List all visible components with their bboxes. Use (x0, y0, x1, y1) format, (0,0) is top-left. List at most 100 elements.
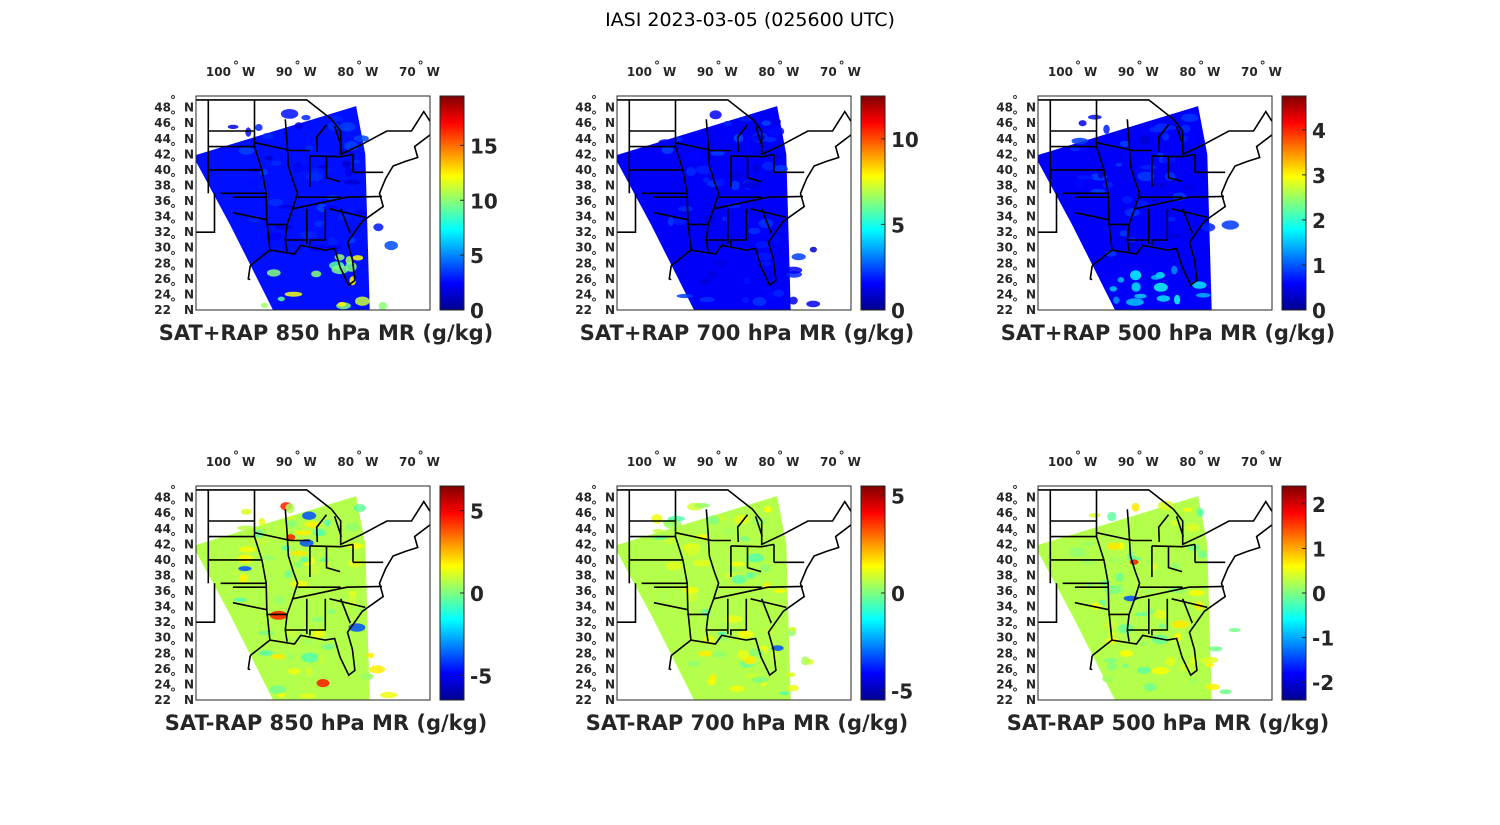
lat-tick-value: 34 (575, 600, 592, 614)
border-line (292, 585, 383, 600)
lon-tick-label: 80 ° W (1179, 449, 1220, 469)
data-point (300, 556, 310, 563)
degree-symbol: ° (591, 655, 597, 669)
data-point (353, 504, 366, 512)
degree-symbol: ° (1012, 624, 1018, 638)
lat-hemisphere: N (184, 116, 194, 130)
data-point (789, 296, 798, 305)
lon-hemisphere: W (1146, 455, 1159, 469)
data-point (1122, 663, 1129, 668)
border-line (668, 265, 672, 281)
data-point (1221, 220, 1240, 230)
lat-hemisphere: N (184, 241, 194, 255)
lat-tick-value: 32 (575, 225, 592, 239)
lat-tick-value: 30 (996, 241, 1013, 255)
lat-tick-value: 42 (996, 537, 1013, 551)
lat-tick-value: 26 (154, 272, 171, 286)
border-line (254, 531, 310, 542)
lon-hemisphere: W (663, 455, 676, 469)
lat-tick-value: 34 (154, 210, 171, 224)
lon-tick-label: 70 ° W (1241, 59, 1282, 79)
map-panel-4: 100 ° W 90 ° W 80 ° W 70 ° W48 ° N46°N44 ° N42 ° N40 ° N38 °… (154, 449, 492, 735)
data-point (258, 630, 274, 636)
degree-symbol: ° (1012, 593, 1018, 607)
data-point (1121, 196, 1133, 204)
data-point (761, 286, 773, 291)
data-point (1200, 657, 1219, 664)
lat-tick-value: 28 (996, 256, 1013, 270)
border-line (1171, 208, 1208, 219)
data-point (1088, 114, 1102, 120)
border-line (617, 489, 851, 546)
data-point (1156, 295, 1171, 302)
lat-tick-label: 40 ° N (996, 156, 1036, 177)
border-line (1134, 195, 1225, 210)
data-point (785, 672, 796, 678)
lat-tick-value: 38 (154, 568, 171, 582)
lat-tick-label: 48 ° N (996, 94, 1036, 115)
lat-tick-value: 28 (996, 646, 1013, 660)
lat-hemisphere: N (184, 631, 194, 645)
data-point (1188, 589, 1205, 597)
data-point (806, 300, 821, 308)
data-point (360, 672, 374, 681)
border-line (1167, 546, 1183, 573)
degree-symbol: ° (1198, 449, 1204, 463)
data-point (809, 246, 818, 253)
data-point (348, 594, 357, 605)
colorbar (860, 95, 886, 311)
lat-tick-value: 48 (996, 101, 1013, 115)
lon-tick-label: 80 ° W (758, 449, 799, 469)
lat-hemisphere: N (184, 600, 194, 614)
degree-symbol: ° (1137, 449, 1143, 463)
data-point (281, 545, 291, 551)
lon-tick-label: 100 ° W (627, 59, 676, 79)
lat-tick-label: 24 ° N (996, 280, 1036, 301)
data-point (337, 301, 347, 307)
degree-symbol: ° (1012, 670, 1018, 684)
degree-symbol: ° (170, 639, 176, 653)
border-line (309, 153, 354, 158)
border-line (249, 523, 430, 677)
degree-symbol: ° (1012, 655, 1018, 669)
colorbar-tick-label: 5 (470, 244, 484, 268)
colorbar (1281, 95, 1307, 311)
data-point (1118, 623, 1134, 634)
data-point (1149, 195, 1161, 202)
data-point (1134, 200, 1149, 208)
border-line (247, 655, 251, 671)
data-point (343, 179, 361, 185)
colorbar-tick-label: -5 (470, 664, 492, 688)
lon-hemisphere: W (242, 65, 255, 79)
colorbar-tick-label: 1 (1312, 537, 1326, 561)
degree-symbol: ° (1012, 561, 1018, 575)
lat-hemisphere: N (184, 553, 194, 567)
colorbar-tick-label: 5 (891, 213, 905, 237)
lat-tick-label: 40 ° N (154, 546, 194, 567)
degree-symbol: ° (170, 624, 176, 638)
data-point (265, 232, 283, 241)
lat-hemisphere: N (184, 506, 194, 520)
lon-tick-value: 90 (697, 65, 714, 79)
degree-symbol: ° (1012, 686, 1018, 700)
panel-title: SAT-RAP 850 hPa MR (g/kg) (165, 711, 488, 735)
lat-hemisphere: N (605, 241, 615, 255)
data-point (1078, 120, 1087, 127)
lat-tick-value: 24 (575, 287, 592, 301)
degree-symbol: ° (1260, 59, 1266, 73)
data-point (1101, 226, 1113, 235)
data-point (658, 139, 672, 146)
lon-hemisphere: W (1146, 65, 1159, 79)
data-point (751, 676, 769, 684)
border-line (249, 133, 430, 287)
map-panel-2: 100 ° W 90 ° W 80 ° W 70 ° W48 ° N46 ° N44 ° N42 ° N40 ° N38 °… (575, 59, 919, 345)
data-point (1115, 572, 1124, 582)
border-line (617, 193, 637, 233)
lat-hemisphere: N (184, 163, 194, 177)
lat-tick-label: 30 ° N (154, 624, 194, 645)
data-point (713, 178, 725, 187)
degree-symbol: ° (1012, 546, 1018, 560)
colorbar-tick-label: 0 (1312, 299, 1326, 323)
lat-tick-value: 46 (154, 506, 171, 520)
degree-symbol: ° (591, 546, 597, 560)
